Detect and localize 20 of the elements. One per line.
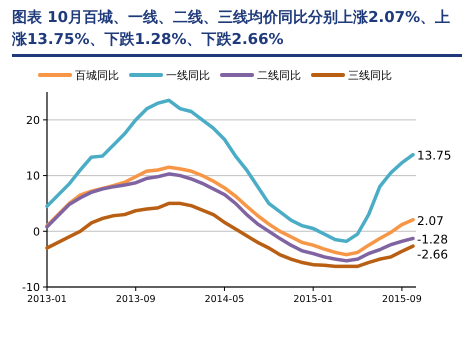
legend-label: 三线同比 (348, 69, 392, 82)
x-tick-label: 2015-01 (293, 294, 334, 305)
legend-label: 一线同比 (166, 69, 210, 82)
x-tick-label: 2013-09 (116, 294, 156, 305)
legend-label: 二线同比 (257, 69, 301, 82)
legend-label: 百城同比 (75, 69, 119, 82)
x-tick-label: 2014-05 (204, 294, 244, 305)
y-tick-label: 10 (26, 170, 40, 183)
title: 图表 10月百城、一线、二线、三线均价同比分别上涨2.07%、上涨13.75%、下跌1.28%、下跌2.66% (12, 6, 462, 57)
data-label: 13.75 (417, 148, 452, 163)
data-label: -2.66 (417, 247, 448, 262)
x-tick-label: 2013-01 (27, 294, 67, 305)
data-label: 2.07 (417, 214, 444, 228)
data-label: -1.28 (417, 232, 448, 246)
y-tick-label: 20 (26, 114, 40, 127)
y-tick-label: -10 (22, 281, 40, 294)
line-series (45, 202, 415, 268)
y-tick-label: 0 (33, 225, 40, 238)
x-tick-label: 2015-09 (382, 294, 422, 305)
line-series (45, 98, 415, 244)
